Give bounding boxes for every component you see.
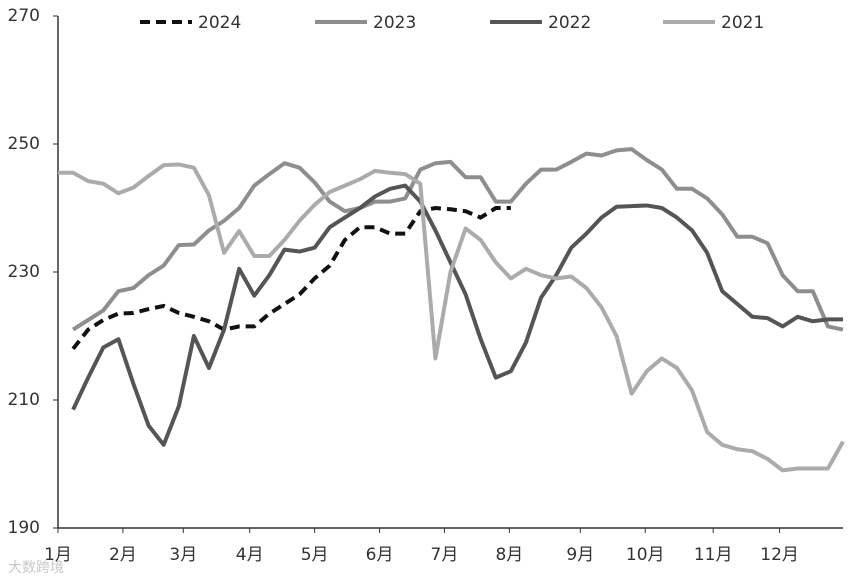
y-tick-label: 250 — [8, 134, 40, 154]
legend-label: 2023 — [373, 13, 416, 33]
series-line — [71, 206, 511, 351]
y-tick-label: 210 — [8, 390, 40, 410]
watermark: 大数跨境 — [8, 560, 64, 576]
x-tick-label: 10月 — [626, 545, 665, 565]
x-tick-label: 8月 — [495, 545, 523, 565]
y-tick-label: 230 — [8, 262, 40, 282]
y-tick-label: 190 — [8, 518, 40, 538]
series-line — [72, 147, 844, 332]
x-tick-label: 3月 — [169, 545, 197, 565]
x-tick-label: 2月 — [109, 545, 137, 565]
x-tick-label: 4月 — [236, 545, 264, 565]
x-tick-label: 9月 — [566, 545, 594, 565]
x-tick-label: 12月 — [760, 545, 799, 565]
x-tick-label: 7月 — [431, 545, 459, 565]
series-line — [58, 162, 845, 473]
x-tick-label: 6月 — [366, 545, 394, 565]
x-tick-label: 11月 — [694, 545, 733, 565]
legend-label: 2024 — [198, 13, 241, 33]
series-line — [71, 183, 843, 447]
legend-label: 2022 — [548, 13, 591, 33]
x-tick-label: 5月 — [301, 545, 329, 565]
x-tick-label: 1月 — [44, 545, 72, 565]
y-tick-label: 270 — [8, 6, 40, 26]
legend-label: 2021 — [721, 13, 764, 33]
